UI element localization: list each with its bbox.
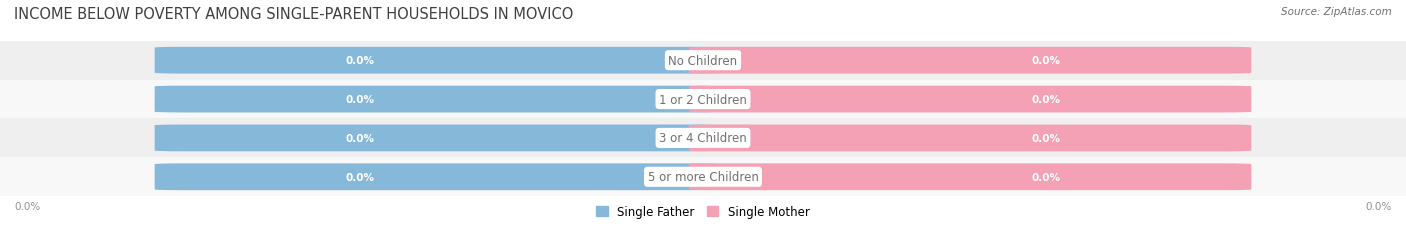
Text: 0.0%: 0.0% — [346, 56, 374, 66]
Text: 0.0%: 0.0% — [1032, 95, 1060, 105]
Text: 0.0%: 0.0% — [1032, 133, 1060, 143]
Text: No Children: No Children — [668, 55, 738, 67]
FancyBboxPatch shape — [155, 164, 717, 190]
Text: 3 or 4 Children: 3 or 4 Children — [659, 132, 747, 145]
Text: INCOME BELOW POVERTY AMONG SINGLE-PARENT HOUSEHOLDS IN MOVICO: INCOME BELOW POVERTY AMONG SINGLE-PARENT… — [14, 7, 574, 22]
Text: 0.0%: 0.0% — [1365, 201, 1392, 212]
FancyBboxPatch shape — [155, 125, 717, 152]
FancyBboxPatch shape — [689, 86, 1251, 113]
Legend: Single Father, Single Mother: Single Father, Single Mother — [592, 201, 814, 223]
FancyBboxPatch shape — [689, 164, 1251, 190]
Text: 0.0%: 0.0% — [346, 95, 374, 105]
FancyBboxPatch shape — [155, 48, 717, 74]
Text: 0.0%: 0.0% — [346, 172, 374, 182]
FancyBboxPatch shape — [689, 125, 1251, 152]
Text: 5 or more Children: 5 or more Children — [648, 170, 758, 183]
Text: 0.0%: 0.0% — [14, 201, 41, 212]
Text: Source: ZipAtlas.com: Source: ZipAtlas.com — [1281, 7, 1392, 17]
FancyBboxPatch shape — [689, 48, 1251, 74]
Text: 0.0%: 0.0% — [1032, 56, 1060, 66]
FancyBboxPatch shape — [155, 86, 717, 113]
Text: 1 or 2 Children: 1 or 2 Children — [659, 93, 747, 106]
Text: 0.0%: 0.0% — [1032, 172, 1060, 182]
Text: 0.0%: 0.0% — [346, 133, 374, 143]
